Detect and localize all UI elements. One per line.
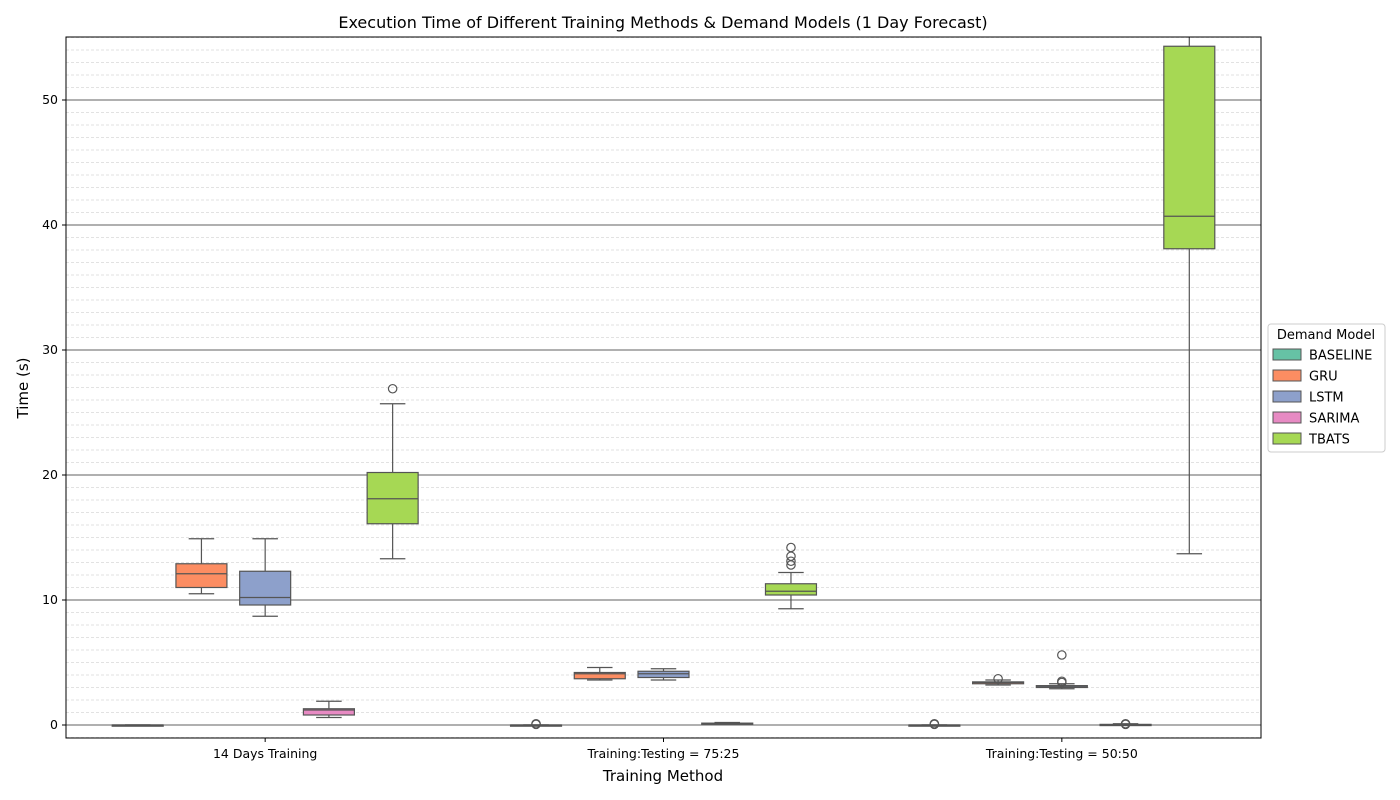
box-lstm-3 <box>1035 650 1088 690</box>
outlier-point <box>929 718 940 729</box>
box-lstm-2 <box>637 668 690 681</box>
x-tick-label: 14 Days Training <box>213 746 317 761</box>
legend-label-tbats: TBATS <box>1308 433 1350 448</box>
legend-label-sarima: SARIMA <box>1309 412 1359 427</box>
x-axis: 14 Days Training Training:Testing = 75:25… <box>213 738 1138 761</box>
box-iqr <box>302 708 355 716</box>
box-baseline-2 <box>509 718 563 730</box>
box-tbats-3 <box>1163 37 1216 555</box>
legend-title: Demand Model <box>1277 328 1375 343</box>
outlier-point <box>1057 676 1067 687</box>
outlier-point <box>786 551 796 562</box>
x-tick-label: Training:Testing = 50:50 <box>985 746 1138 761</box>
y-tick-label: 20 <box>42 467 58 482</box>
legend-swatch-sarima <box>1272 411 1302 424</box>
y-axis-label: Time (s) <box>14 358 32 420</box>
outlier-point <box>993 673 1003 684</box>
box-iqr <box>239 570 292 606</box>
y-tick-label: 10 <box>42 592 58 607</box>
y-tick-label: 0 <box>50 717 58 732</box>
box-tbats-1 <box>366 383 419 560</box>
outlier-point <box>387 383 398 394</box>
legend-label-baseline: BASELINE <box>1309 349 1372 364</box>
legend-swatch-gru <box>1272 369 1302 382</box>
x-axis-label: Training Method <box>602 767 723 785</box>
legend-label-lstm: LSTM <box>1309 391 1344 406</box>
box-baseline-1 <box>111 724 164 727</box>
outlier-point <box>1057 650 1067 660</box>
box-sarima-2 <box>701 721 754 725</box>
legend: Demand Model BASELINE GRU LSTM SARIMA TBATS <box>1267 323 1386 453</box>
box-iqr <box>573 671 626 680</box>
boxes <box>111 37 1216 730</box>
x-tick-label: Training:Testing = 75:25 <box>587 746 740 761</box>
legend-swatch-tbats <box>1272 432 1302 445</box>
y-tick-label: 30 <box>42 342 58 357</box>
outlier-point <box>1120 718 1131 729</box>
y-axis: 0 10 20 30 40 50 <box>42 92 66 732</box>
y-tick-label: 40 <box>42 217 58 232</box>
grid <box>66 37 1261 738</box>
box-lstm-1 <box>239 538 292 617</box>
box-gru-3 <box>972 673 1025 686</box>
box-sarima-3 <box>1099 718 1152 730</box>
legend-swatch-lstm <box>1272 390 1302 403</box>
box-iqr <box>764 583 818 596</box>
box-tbats-2 <box>764 542 818 610</box>
outlier-point <box>786 542 796 553</box>
chart-title: Execution Time of Different Training Met… <box>338 13 987 32</box>
legend-label-gru: GRU <box>1309 370 1338 385</box>
box-sarima-1 <box>302 700 355 719</box>
outlier-point <box>531 718 541 729</box>
box-gru-1 <box>175 538 228 595</box>
box-baseline-3 <box>908 718 961 730</box>
box-iqr <box>1163 45 1216 250</box>
y-tick-label: 50 <box>42 92 58 107</box>
box-gru-2 <box>573 666 626 681</box>
box-iqr <box>175 563 228 589</box>
legend-swatch-baseline <box>1272 348 1302 361</box>
outlier-point <box>786 556 796 567</box>
